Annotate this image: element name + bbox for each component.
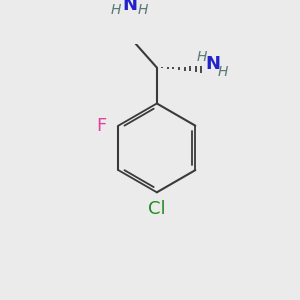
Text: H: H: [111, 3, 121, 17]
Text: H: H: [218, 65, 228, 79]
Text: N: N: [122, 0, 137, 14]
Text: H: H: [197, 50, 207, 64]
Text: Cl: Cl: [148, 200, 166, 218]
Text: H: H: [138, 3, 148, 17]
Text: N: N: [205, 55, 220, 73]
Text: F: F: [96, 117, 106, 135]
